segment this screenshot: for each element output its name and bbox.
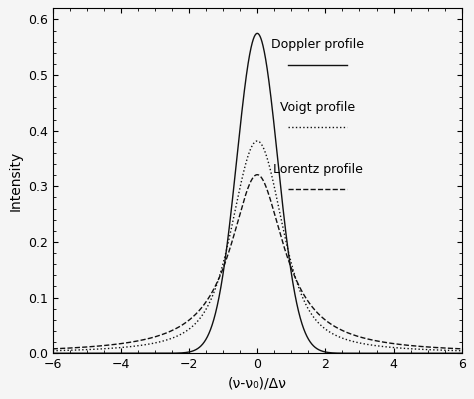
Text: Lorentz profile: Lorentz profile xyxy=(273,163,363,176)
Y-axis label: Intensity: Intensity xyxy=(9,151,22,211)
Text: Voigt profile: Voigt profile xyxy=(280,101,355,114)
Text: Doppler profile: Doppler profile xyxy=(271,38,364,51)
X-axis label: (ν-ν₀)/Δν: (ν-ν₀)/Δν xyxy=(228,377,287,391)
